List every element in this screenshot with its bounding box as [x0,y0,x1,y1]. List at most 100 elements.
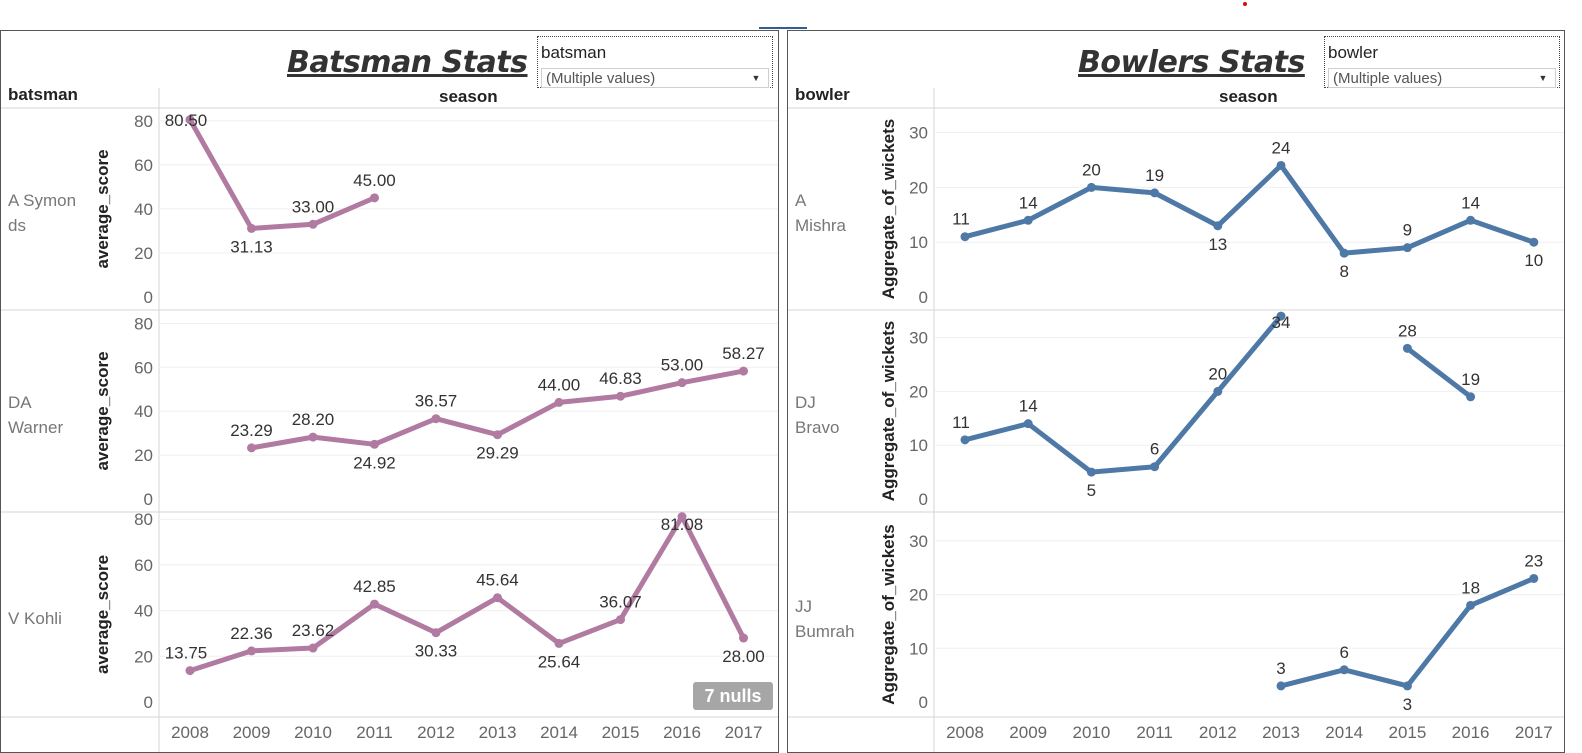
y-tick-label: 20 [134,647,153,666]
bowler-filter[interactable]: bowler (Multiple values) ▼ [1324,36,1560,88]
y-tick-label: 10 [909,639,928,658]
data-point-dj-bravo-2008 [960,435,970,445]
data-label-a-symonds-2010: 33.00 [292,197,335,216]
data-label-a-mishra-2013: 24 [1272,138,1291,157]
data-label-v-kohli-2009: 22.36 [230,624,273,643]
panel-divider-handle[interactable] [759,27,807,29]
data-point-v-kohli-2017 [739,633,748,643]
data-point-v-kohli-2013 [493,593,502,603]
data-label-dj-bravo-2015: 28 [1398,321,1417,340]
y-tick-label: 0 [919,693,928,712]
y-tick-label: 20 [909,382,928,401]
data-label-a-mishra-2012: 13 [1208,235,1227,254]
chevron-down-icon[interactable]: ▼ [1538,73,1548,83]
data-point-jj-bumrah-2014 [1339,665,1349,675]
data-label-a-mishra-2008: 11 [952,210,970,229]
x-tick-label-2017: 2017 [1515,723,1553,742]
data-label-v-kohli-2016: 81.08 [661,515,704,534]
data-label-dj-bravo-2016: 19 [1461,370,1480,389]
y-tick-label: 10 [909,233,928,252]
data-label-da-warner-2009: 23.29 [230,421,273,440]
data-label-jj-bumrah-2016: 18 [1461,578,1480,597]
data-point-jj-bumrah-2016 [1466,600,1476,610]
y-axis-title: Aggregate_of_wickets [879,321,898,501]
series-line-a-symonds [187,117,377,231]
data-point-v-kohli-2010 [308,643,318,653]
batsman-stats-panel: 0 20 40 60 80 average_score 80.50 31.13 33.00 45.… [0,30,779,753]
notification-dot [1243,2,1247,6]
y-axis-title: average_score [93,149,112,268]
data-point-dj-bravo-2009 [1023,419,1033,429]
x-tick-label-2017: 2017 [725,723,763,742]
x-tick-label-2009: 2009 [233,723,271,742]
series-line-a-mishra [962,162,1537,256]
y-axis-title: Aggregate_of_wickets [879,119,898,299]
bowler-filter-label: bowler [1328,43,1379,62]
x-tick-label-2010: 2010 [294,723,332,742]
y-tick-label: 40 [134,200,153,219]
batsman-filter-label: batsman [541,43,607,62]
chevron-down-icon[interactable]: ▼ [751,73,761,83]
data-label-v-kohli-2015: 36.07 [599,593,642,612]
y-tick-label: 40 [134,402,153,421]
bowler-filter-value: (Multiple values) [1333,70,1443,87]
y-tick-label: 30 [909,124,928,143]
batsman-column-header: season [439,87,498,106]
data-label-dj-bravo-2012: 20 [1208,364,1227,383]
data-label-da-warner-2011: 24.92 [353,453,396,472]
data-point-a-mishra-2008 [960,232,970,242]
data-label-da-warner-2013: 29.29 [476,444,519,463]
data-label-da-warner-2016: 53.00 [661,356,704,375]
y-tick-label: 60 [134,358,153,377]
y-tick-label: 10 [909,436,928,455]
data-point-v-kohli-2008 [185,666,195,676]
data-point-v-kohli-2014 [554,638,564,648]
bowlers-stats-panel: 0 10 20 30 Aggregate_of_wickets 11 14 20 19 13 24 8… [787,30,1565,753]
data-label-da-warner-2012: 36.57 [415,392,458,411]
y-tick-label: 20 [134,446,153,465]
nulls-indicator-badge[interactable]: 7 nulls [693,682,773,710]
series-line-v-kohli [187,514,746,674]
data-point-a-mishra-2011 [1150,188,1160,198]
y-tick-label: 40 [134,602,153,621]
data-label-a-symonds-2011: 45.00 [353,171,396,190]
data-label-jj-bumrah-2015: 3 [1403,695,1412,714]
data-point-v-kohli-2015 [616,615,625,625]
data-label-dj-bravo-2009: 14 [1019,397,1038,416]
data-label-jj-bumrah-2014: 6 [1339,643,1348,662]
data-point-a-symonds-2008 [185,115,195,125]
data-point-v-kohli-2016 [677,512,687,522]
y-tick-label: 60 [134,556,153,575]
batsman-filter[interactable]: batsman (Multiple values) ▼ [537,36,773,88]
data-label-a-mishra-2017: 10 [1524,251,1543,270]
data-point-dj-bravo-2010 [1086,467,1096,477]
y-tick-label: 20 [909,178,928,197]
x-tick-label-2012: 2012 [417,723,455,742]
x-tick-label-2009: 2009 [1009,723,1047,742]
batsman-chart: 0 20 40 60 80 average_score 80.50 31.13 33.00 45.… [1,88,778,752]
x-tick-label-2015: 2015 [1388,723,1426,742]
data-point-jj-bumrah-2017 [1529,573,1539,583]
x-tick-label-2016: 2016 [1452,723,1490,742]
bowler-filter-select[interactable]: (Multiple values) ▼ [1328,68,1556,88]
y-tick-label: 80 [134,510,153,529]
data-point-dj-bravo-2013 [1276,311,1286,321]
data-point-a-mishra-2017 [1529,237,1539,247]
data-point-v-kohli-2012 [431,628,441,638]
data-point-dj-bravo-2015 [1402,343,1412,353]
data-point-da-warner-2011 [370,439,379,449]
y-tick-label: 80 [134,112,153,131]
data-point-da-warner-2015 [616,391,625,401]
data-point-a-mishra-2016 [1466,215,1476,225]
data-point-v-kohli-2011 [370,599,379,609]
x-tick-label-2008: 2008 [171,723,209,742]
row-label-a-symonds: A Symon ds [8,191,77,235]
row-label-a-mishra: A Mishra [795,191,847,235]
x-tick-label-2013: 2013 [479,723,517,742]
row-label-da-warner: DA Warner [8,393,64,437]
data-label-da-warner-2010: 28.20 [292,410,335,429]
data-point-a-symonds-2009 [247,223,256,233]
batsman-filter-select[interactable]: (Multiple values) ▼ [541,68,769,88]
data-label-a-mishra-2009: 14 [1019,193,1038,212]
y-tick-label: 80 [134,314,153,333]
